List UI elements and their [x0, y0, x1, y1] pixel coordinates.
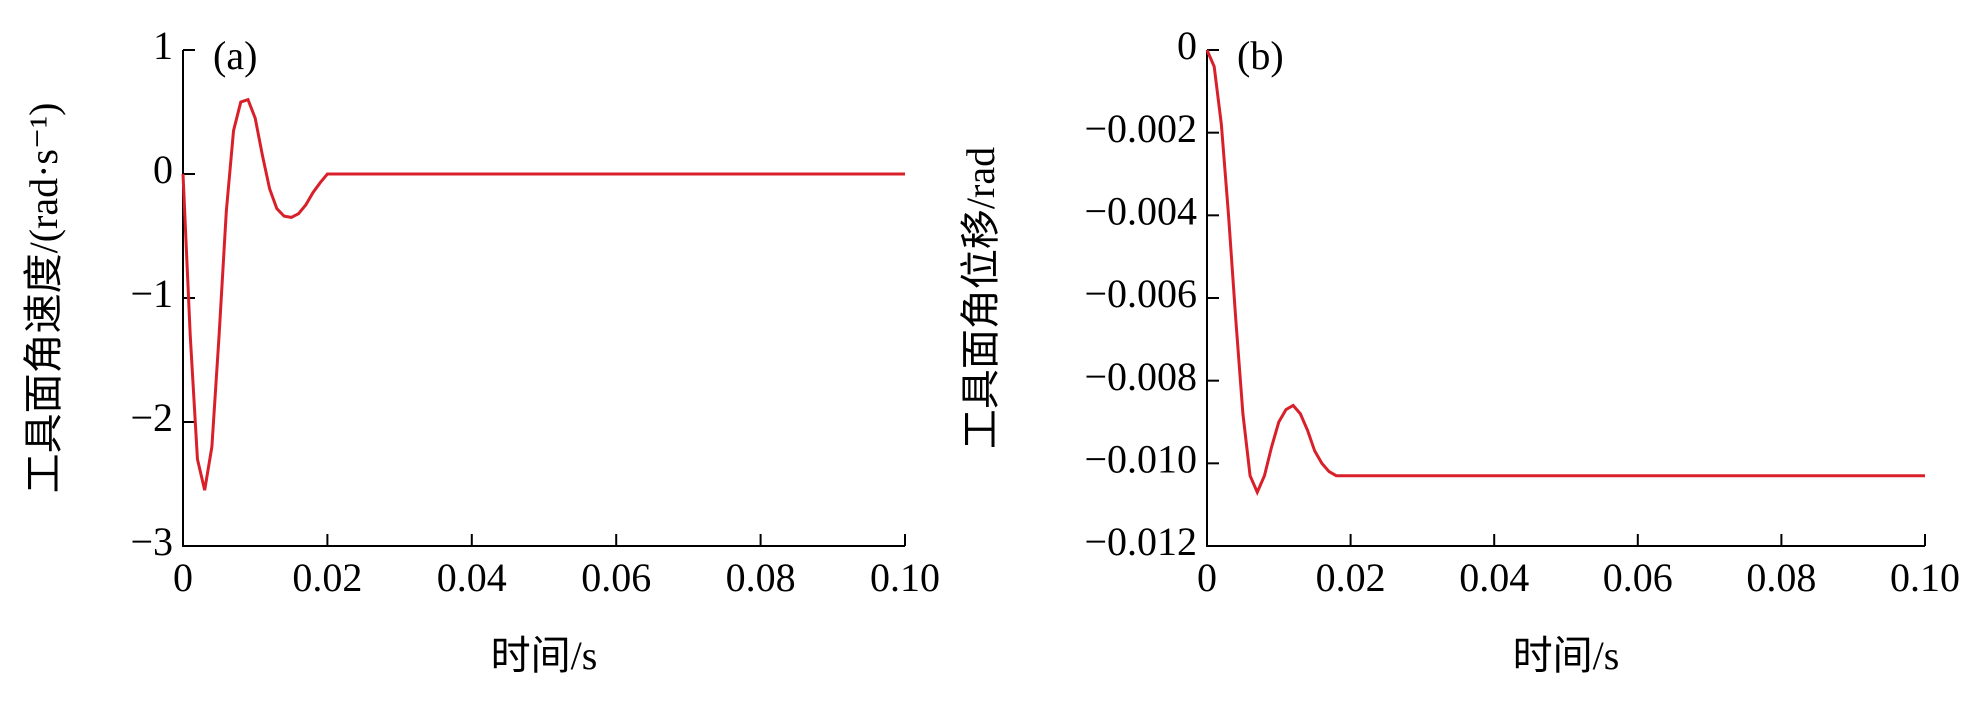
- y-tick-label: 1: [153, 23, 173, 68]
- axes: [182, 50, 905, 547]
- y-tick-label: −3: [130, 519, 173, 564]
- panel-label: (b): [1237, 33, 1284, 78]
- y-axis-label: 工具面角速度/(rad·s⁻¹): [21, 103, 66, 494]
- y-axis-label: 工具面角位移/rad: [958, 147, 1003, 449]
- x-tick-label: 0: [1197, 555, 1217, 600]
- panel-label: (a): [213, 33, 257, 78]
- x-tick-label: 0.06: [581, 555, 651, 600]
- y-tick-label: 0: [153, 147, 173, 192]
- x-tick-label: 0.10: [870, 555, 940, 600]
- y-tick-label: −1: [130, 271, 173, 316]
- y-tick-label: −0.004: [1084, 189, 1197, 234]
- x-tick-label: 0.08: [1746, 555, 1816, 600]
- x-tick-label: 0.10: [1890, 555, 1960, 600]
- axes: [1206, 50, 1925, 547]
- y-tick-label: −0.002: [1084, 106, 1197, 151]
- x-tick-label: 0.06: [1603, 555, 1673, 600]
- x-tick-label: 0.02: [292, 555, 362, 600]
- data-line: [1205, 49, 1925, 497]
- y-tick-label: −0.008: [1084, 354, 1197, 399]
- y-tick-label: 0: [1177, 23, 1197, 68]
- y-tick-label: −0.012: [1084, 519, 1197, 564]
- x-tick-label: 0.08: [726, 555, 796, 600]
- y-tick-label: −0.010: [1084, 437, 1197, 482]
- x-tick-label: 0: [173, 555, 193, 600]
- x-axis-label: 时间/s: [1513, 633, 1620, 678]
- data-line: [181, 97, 905, 491]
- y-tick-label: −2: [130, 395, 173, 440]
- x-tick-label: 0.04: [1459, 555, 1529, 600]
- x-tick-label: 0.02: [1316, 555, 1386, 600]
- y-tick-label: −0.006: [1084, 271, 1197, 316]
- x-tick-label: 0.04: [437, 555, 507, 600]
- x-axis-label: 时间/s: [491, 633, 598, 678]
